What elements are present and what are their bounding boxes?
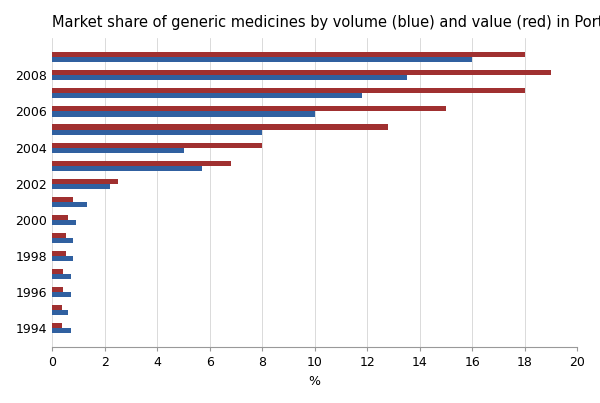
Bar <box>52 88 524 93</box>
Bar <box>52 323 62 328</box>
Bar <box>52 57 472 62</box>
Bar <box>52 125 388 129</box>
Bar <box>52 310 68 315</box>
Bar <box>52 184 110 189</box>
Bar <box>52 166 202 171</box>
Bar <box>52 93 362 98</box>
Bar <box>52 179 118 184</box>
Bar <box>52 112 315 116</box>
Bar <box>52 292 71 297</box>
X-axis label: %: % <box>309 375 321 388</box>
Bar <box>52 202 86 207</box>
Bar <box>52 129 262 135</box>
Bar <box>52 52 524 57</box>
Bar <box>52 215 68 220</box>
Text: Market share of generic medicines by volume (blue) and value (red) in Portugal, : Market share of generic medicines by vol… <box>52 15 600 30</box>
Bar <box>52 238 73 243</box>
Bar <box>52 251 65 256</box>
Bar <box>52 220 76 225</box>
Bar <box>52 256 73 261</box>
Bar <box>52 143 262 147</box>
Bar <box>52 197 73 202</box>
Bar <box>52 328 71 333</box>
Bar <box>52 274 71 279</box>
Bar <box>52 269 63 274</box>
Bar <box>52 161 231 166</box>
Bar <box>52 70 551 75</box>
Bar <box>52 305 62 310</box>
Bar <box>52 233 65 238</box>
Bar <box>52 106 446 112</box>
Bar <box>52 75 407 80</box>
Bar <box>52 287 63 292</box>
Bar <box>52 147 184 153</box>
